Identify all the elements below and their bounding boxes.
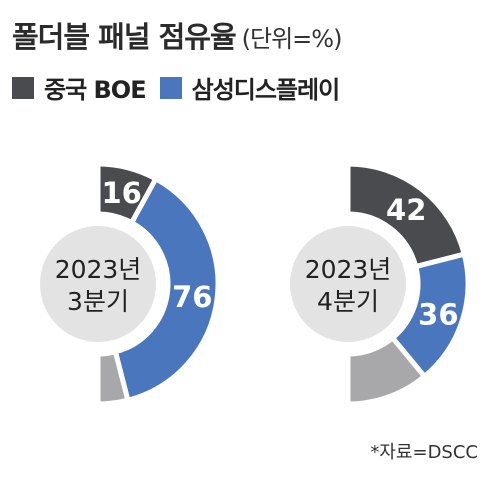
legend-item-boe: 중국 BOE bbox=[12, 70, 147, 105]
slice-others-1 bbox=[95, 348, 131, 407]
period-year-2: 2023년 bbox=[305, 255, 392, 284]
donut-chart-1: 16 76 2023년 3분기 bbox=[40, 161, 221, 407]
legend-swatch-samsung bbox=[159, 76, 182, 99]
period-quarter-1: 3분기 bbox=[67, 287, 129, 316]
slice-label-boe-2: 42 bbox=[386, 193, 426, 227]
chart-title: 폴더블 패널 점유율 (단위=%) bbox=[12, 14, 343, 56]
legend-label-samsung: 삼성디스플레이 bbox=[191, 76, 341, 104]
legend-item-samsung: 삼성디스플레이 bbox=[159, 70, 341, 105]
center-circle-1 bbox=[40, 226, 156, 342]
center-circle-2 bbox=[290, 226, 406, 342]
period-year-1: 2023년 bbox=[55, 255, 142, 284]
legend-swatch-boe bbox=[12, 76, 34, 99]
title-text: 폴더블 패널 점유율 bbox=[12, 20, 237, 54]
slice-label-boe-1: 16 bbox=[101, 176, 141, 210]
donut-chart-2: 42 36 2023년 4분기 bbox=[290, 161, 471, 407]
slice-label-samsung-2: 36 bbox=[418, 297, 458, 331]
slice-samsung-1 bbox=[112, 175, 221, 404]
unit-note: (단위=%) bbox=[241, 25, 343, 53]
slice-others-2 bbox=[345, 334, 429, 407]
slice-label-samsung-1: 76 bbox=[172, 280, 212, 314]
period-quarter-2: 4분기 bbox=[317, 287, 379, 316]
source-note: *자료=DSCC bbox=[370, 442, 478, 463]
legend-label-boe: 중국 BOE bbox=[44, 76, 147, 104]
legend: 중국 BOE 삼성디스플레이 bbox=[12, 70, 353, 105]
